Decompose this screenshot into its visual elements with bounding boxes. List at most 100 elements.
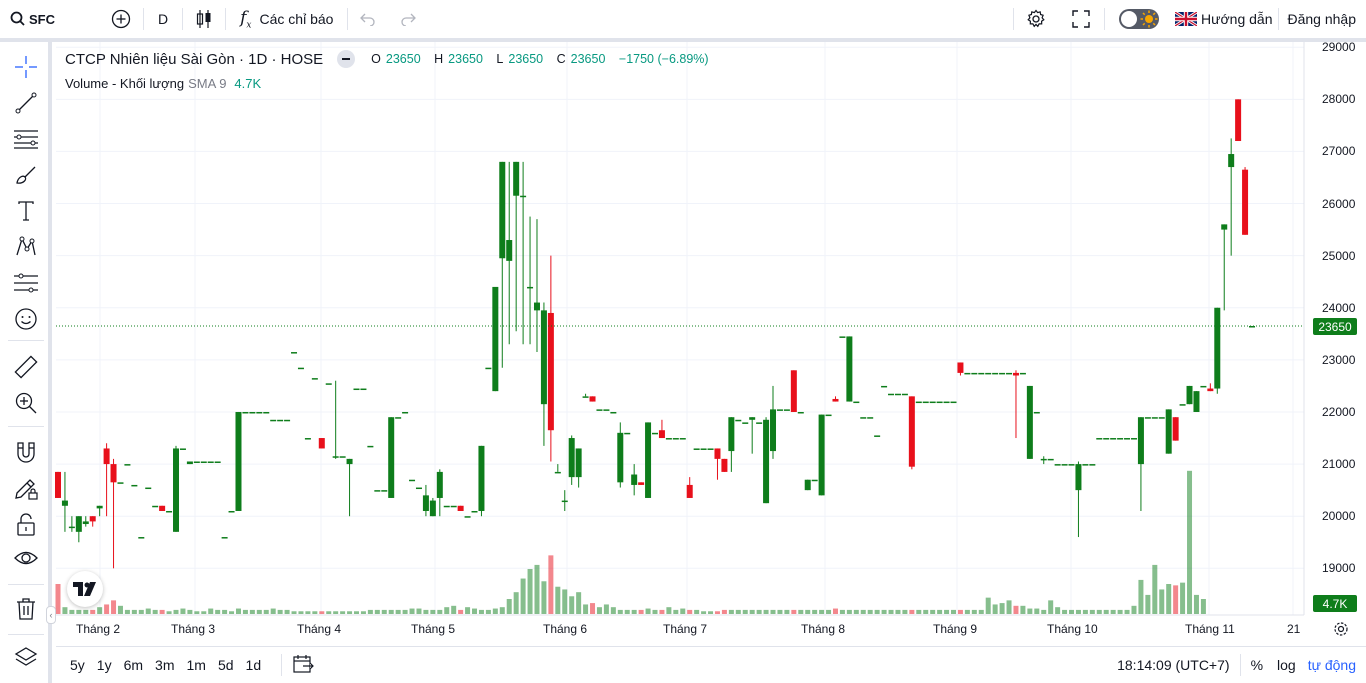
candle — [561, 490, 568, 511]
volume-bar — [472, 608, 478, 614]
volume-bar — [617, 609, 623, 614]
guide-button[interactable]: Hướng dẫn — [1169, 0, 1278, 38]
scroll-left-button[interactable]: ‹ — [46, 606, 56, 624]
object-tree-tool[interactable] — [11, 642, 41, 672]
volume-bar — [354, 611, 359, 614]
volume-indicator-label[interactable]: Volume - Khối lượng — [65, 75, 185, 91]
zoom-tool[interactable] — [11, 388, 41, 418]
settings-button[interactable] — [1014, 0, 1058, 38]
volume-bar — [208, 608, 214, 614]
login-button[interactable]: Đăng nhập — [1279, 0, 1366, 38]
volume-bar — [923, 609, 929, 614]
candle — [381, 490, 388, 492]
clock-timezone[interactable]: 18:14:09 (UTC+7) — [1117, 657, 1230, 673]
fullscreen-button[interactable] — [1058, 0, 1104, 38]
volume-indicator-value: 4.7K — [234, 75, 262, 91]
trend-line-tool[interactable] — [11, 88, 41, 118]
volume-bar — [1013, 605, 1019, 614]
fib-tool[interactable] — [11, 124, 41, 154]
volume-bar — [534, 564, 540, 614]
candle — [103, 443, 110, 517]
volume-bar — [1062, 609, 1068, 614]
legend-collapse-button[interactable] — [337, 50, 356, 68]
last-price-badge: 23650 — [1313, 318, 1357, 335]
pattern-tool[interactable] — [11, 232, 41, 262]
volume-bar — [1145, 594, 1151, 614]
volume-bar — [784, 609, 790, 614]
text-tool[interactable] — [11, 196, 41, 226]
range-button-3m[interactable]: 3m — [155, 657, 175, 673]
redo-button[interactable] — [388, 0, 428, 38]
volume-bar — [791, 609, 797, 614]
candle — [249, 411, 256, 414]
magnet-tool[interactable] — [11, 438, 41, 468]
volume-bar — [562, 589, 568, 614]
interval-button[interactable]: D — [144, 0, 182, 38]
volume-bar — [596, 607, 602, 614]
hide-drawings-tool[interactable] — [11, 544, 41, 574]
volume-bar — [708, 611, 714, 614]
brush-tool[interactable] — [11, 160, 41, 190]
log-toggle[interactable]: log — [1277, 657, 1296, 673]
candle — [776, 409, 783, 411]
crosshair-tool[interactable] — [11, 52, 41, 82]
volume-bar — [291, 611, 297, 614]
auto-scale-toggle[interactable]: tự động — [1307, 657, 1356, 673]
percent-toggle[interactable]: % — [1250, 657, 1264, 673]
candle — [1019, 372, 1026, 375]
candle — [1047, 458, 1054, 461]
lock-all-tool[interactable] — [11, 510, 41, 540]
drawing-toolbar — [0, 42, 52, 683]
range-button-5d[interactable]: 5d — [217, 657, 234, 673]
candle — [499, 161, 506, 368]
price-chart[interactable] — [0, 0, 1366, 646]
candle — [395, 417, 402, 419]
uk-flag-icon — [1175, 12, 1197, 26]
indicators-label: Các chỉ báo — [259, 11, 334, 27]
volume-bar — [687, 609, 693, 614]
range-button-1d[interactable]: 1d — [245, 657, 262, 673]
volume-bar — [944, 609, 950, 614]
candle — [547, 255, 554, 462]
candle — [332, 380, 339, 459]
lock-drawing-tool[interactable] — [11, 474, 41, 504]
delete-drawings-tool[interactable] — [11, 594, 41, 624]
volume-bar — [173, 609, 179, 614]
volume-bar — [721, 609, 727, 614]
volume-bar — [888, 609, 894, 614]
ruler-tool[interactable] — [11, 352, 41, 382]
range-button-6m[interactable]: 6m — [123, 657, 144, 673]
tradingview-logo[interactable] — [67, 571, 103, 607]
emoji-tool[interactable] — [11, 304, 41, 334]
gear-icon — [1334, 622, 1348, 636]
volume-bar — [1124, 609, 1130, 614]
symbol-search-button[interactable]: SFC — [0, 0, 63, 38]
volume-bar — [1180, 582, 1186, 614]
candle — [117, 482, 124, 484]
candle — [811, 479, 818, 482]
candle — [964, 372, 971, 375]
chart-type-button[interactable] — [183, 0, 225, 38]
candle — [790, 370, 797, 412]
price-tick-label: 26000 — [1322, 196, 1356, 211]
volume-bar — [215, 609, 221, 614]
range-button-1y[interactable]: 1y — [96, 657, 112, 673]
volume-bar — [381, 609, 387, 614]
indicators-button[interactable]: fx Các chỉ báo — [226, 0, 347, 38]
theme-toggle[interactable] — [1105, 0, 1169, 38]
prediction-tool[interactable] — [11, 268, 41, 298]
volume-bar — [1075, 609, 1081, 614]
volume-bar — [513, 592, 519, 614]
volume-bar — [395, 609, 401, 614]
range-button-5y[interactable]: 5y — [70, 657, 85, 673]
legend-title[interactable]: CTCP Nhiên liệu Sài Gòn · 1D · HOSE — [65, 50, 324, 68]
date-range-button[interactable] — [282, 654, 324, 677]
compare-button[interactable] — [103, 0, 139, 38]
volume-bar — [957, 609, 963, 614]
range-button-1m[interactable]: 1m — [186, 657, 206, 673]
undo-button[interactable] — [348, 0, 388, 38]
volume-bar — [284, 609, 290, 614]
axis-settings-button[interactable] — [1333, 621, 1349, 642]
candle — [186, 461, 193, 465]
volume-bar — [1103, 609, 1109, 614]
